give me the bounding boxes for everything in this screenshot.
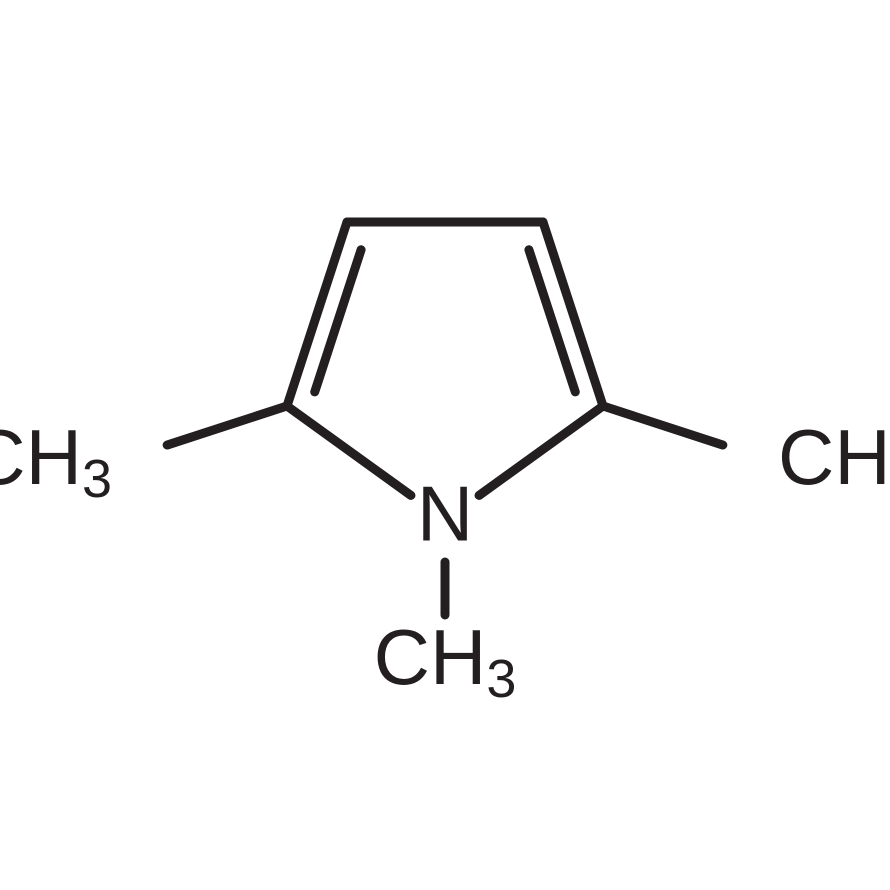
atom-label-me2: CH3 xyxy=(778,413,890,510)
molecule-diagram: N CH3 CH3 CH3 xyxy=(0,0,890,890)
atom-label-n: N xyxy=(417,470,473,558)
atom-label-me5: CH3 xyxy=(0,413,112,510)
atom-label-me1: CH3 xyxy=(374,613,517,710)
